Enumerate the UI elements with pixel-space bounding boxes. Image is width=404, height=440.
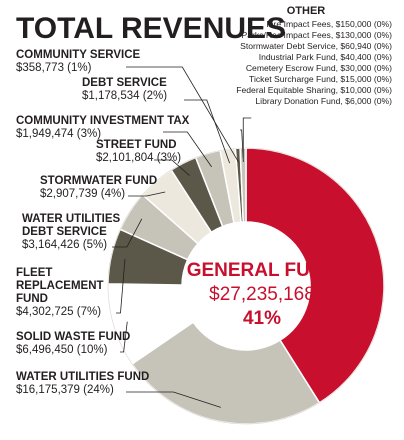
leader-debt-service	[184, 99, 230, 164]
leader-water-utilities-fund	[126, 391, 221, 408]
other-item: Stormwater Debt Service, $60,940 (0%)	[240, 41, 392, 51]
other-item: Cemetery Escrow Fund, $30,000 (0%)	[246, 63, 392, 73]
label-debt-service: DEBT SERVICE $1,178,534 (2%)	[82, 77, 167, 102]
leader-community-investment-tax	[163, 131, 212, 168]
label-community-service: COMMUNITY SERVICE $358,773 (1%)	[16, 49, 141, 74]
leader-community-service	[126, 66, 239, 163]
chart-title: TOTAL REVENUES	[16, 12, 286, 45]
leader-lines	[112, 66, 244, 408]
slice-labels: GENERAL FUND $27,235,168 41% WATER UTILITIE…	[16, 49, 337, 396]
other-item: Parks/Rec Impact Fees, $130,000 (0%)	[242, 30, 393, 40]
donut-slices	[107, 147, 385, 425]
general-fund-label: GENERAL FUND $27,235,168 41%	[187, 260, 338, 329]
leader-solid-waste-fund	[120, 321, 128, 353]
label-water-utilities-debt-service: WATER UTILITIES DEBT SERVICE $3,164,426 (5…	[22, 213, 121, 251]
leader-fleet-replacement-fund	[116, 258, 126, 314]
leader-water-utilities-debt-service	[112, 218, 143, 248]
other-item: Library Donation Fund, $6,000 (0%)	[255, 96, 392, 106]
label-fleet-replacement-fund: FLEET REPLACEMENT FUND $4,302,725 (7%)	[16, 267, 104, 318]
leader-other-list	[242, 117, 252, 159]
other-item: Fire Impact Fees, $150,000 (0%)	[266, 19, 392, 29]
other-title: OTHER	[287, 5, 326, 17]
label-community-investment-tax: COMMUNITY INVESTMENT TAX $1,949,474 (3%)	[16, 115, 190, 140]
other-item: Ticket Surcharge Fund, $15,000 (0%)	[249, 74, 392, 84]
leader-stormwater-fund	[128, 191, 166, 197]
other-item: Industrial Park Fund, $40,400 (0%)	[259, 52, 392, 62]
leader-other	[240, 129, 244, 163]
label-street-fund: STREET FUND $2,101,804 (3%)	[96, 139, 181, 164]
other-item: Federal Equitable Sharing, $10,000 (0%)	[236, 85, 392, 95]
label-water-utilities-fund: WATER UTILITIES FUND $16,175,379 (24%)	[16, 371, 149, 396]
label-stormwater-fund: STORMWATER FUND $2,907,739 (4%)	[40, 175, 157, 200]
other-breakdown: OTHER Fire Impact Fees, $150,000 (0%)Park…	[236, 5, 393, 159]
label-solid-waste-fund: SOLID WASTE FUND $6,496,450 (10%)	[16, 331, 130, 356]
donut-outline	[107, 147, 385, 425]
leader-street-fund	[154, 159, 190, 176]
